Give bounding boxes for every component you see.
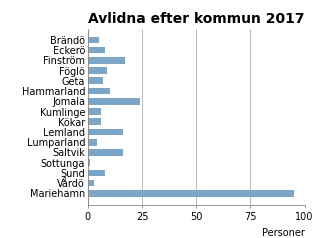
Bar [88, 108, 101, 115]
Bar [88, 88, 110, 94]
Bar [88, 139, 97, 145]
Bar [88, 190, 294, 197]
Bar [88, 78, 103, 84]
Bar [88, 57, 125, 64]
Bar [88, 149, 122, 156]
Bar [88, 67, 107, 74]
Bar [88, 180, 95, 186]
Bar [88, 47, 105, 54]
Text: Avlidna efter kommun 2017: Avlidna efter kommun 2017 [88, 12, 304, 26]
Bar [88, 169, 105, 176]
Bar [88, 129, 122, 135]
Bar [88, 119, 101, 125]
Bar [88, 159, 90, 166]
Bar [88, 37, 99, 43]
Text: Personer: Personer [262, 228, 305, 238]
Bar [88, 98, 140, 104]
